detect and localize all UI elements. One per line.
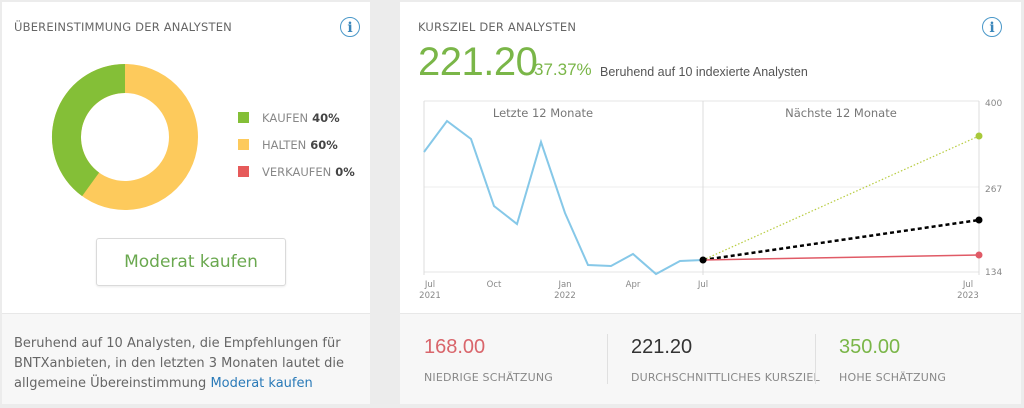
average-target-marker[interactable]	[975, 216, 983, 224]
legend-swatch-green	[238, 112, 249, 123]
average-target-line[interactable]	[702, 218, 980, 262]
average-price-target: 221.20	[418, 40, 538, 84]
low-estimate-line[interactable]	[702, 254, 980, 261]
consensus-legend: KAUFEN 40% HALTEN 60% VERKAUFEN 0%	[238, 104, 355, 185]
low-estimate-label: NIEDRIGE SCHÄTZUNG	[424, 371, 554, 384]
x-tick: Jul	[697, 280, 708, 290]
chart-grid	[423, 100, 980, 275]
average-target-value: 221.20	[631, 336, 693, 358]
info-icon[interactable]: i	[340, 17, 360, 37]
legend-pct: 0%	[335, 164, 355, 179]
low-estimate-value: 168.00	[424, 336, 486, 358]
legend-label: KAUFEN	[262, 110, 309, 125]
high-estimate-value: 350.00	[839, 336, 901, 358]
current-price-marker[interactable]	[699, 256, 707, 264]
price-target-panel: KURSZIEL DER ANALYSTEN i 221.20 37.37% B…	[400, 2, 1021, 404]
price-target-footer: 168.00 NIEDRIGE SCHÄTZUNG 221.20 DURCHSC…	[400, 313, 1021, 404]
legend-swatch-red	[238, 166, 249, 177]
upside-percent: 37.37%	[534, 60, 592, 79]
consensus-rating-button[interactable]: Moderat kaufen	[96, 238, 286, 286]
historical-price-line[interactable]	[423, 119, 704, 276]
average-target-label: DURCHSCHNITTLICHES KURSZIEL	[631, 371, 820, 384]
legend-item-kaufen: KAUFEN 40%	[238, 104, 355, 131]
y-tick-267: 267	[985, 185, 1002, 195]
x-tick: Jul	[424, 280, 435, 290]
section-label-past: Letzte 12 Monate	[493, 106, 593, 120]
legend-label: HALTEN	[262, 137, 307, 152]
analyst-count-note: Beruhend auf 10 indexierte Analysten	[600, 65, 808, 79]
x-tick: Oct	[487, 280, 502, 290]
consensus-summary-text: Beruhend auf 10 Analysten, die Empfehlun…	[14, 336, 345, 391]
legend-swatch-yellow	[238, 139, 249, 150]
high-estimate-marker[interactable]	[975, 132, 983, 140]
high-estimate-label: HOHE SCHÄTZUNG	[839, 371, 947, 384]
x-tick: Apr	[626, 280, 641, 290]
legend-pct: 40%	[312, 110, 340, 125]
consensus-title: ÜBEREINSTIMMUNG DER ANALYSTEN	[14, 20, 232, 34]
consensus-footer: Beruhend auf 10 Analysten, die Empfehlun…	[2, 313, 370, 404]
x-tick-year: 2022	[554, 291, 576, 301]
stat-divider	[815, 334, 816, 384]
analyst-consensus-panel: ÜBEREINSTIMMUNG DER ANALYSTEN i KAUFEN 4…	[2, 2, 370, 404]
x-tick-year: 2021	[419, 291, 441, 301]
y-tick-134: 134	[985, 268, 1002, 278]
x-axis-labels: Jul 2021 Oct Jan 2022 Apr Jul Jul 2023	[419, 280, 979, 301]
section-label-future: Nächste 12 Monate	[785, 106, 897, 120]
donut-segment-kaufen[interactable]	[51, 63, 125, 197]
high-estimate-line[interactable]	[702, 135, 980, 261]
x-tick: Jan	[557, 280, 571, 290]
stat-average-target: 221.20 DURCHSCHNITTLICHES KURSZIEL	[631, 336, 820, 384]
stat-low-estimate: 168.00 NIEDRIGE SCHÄTZUNG	[424, 336, 553, 384]
stat-divider	[607, 334, 608, 384]
price-target-title: KURSZIEL DER ANALYSTEN	[418, 20, 577, 34]
low-estimate-marker[interactable]	[975, 251, 983, 259]
y-tick-400: 400	[985, 99, 1002, 109]
stat-high-estimate: 350.00 HOHE SCHÄTZUNG	[839, 336, 946, 384]
x-tick-year: 2023	[957, 291, 979, 301]
legend-item-halten: HALTEN 60%	[238, 131, 355, 158]
consensus-summary: Beruhend auf 10 Analysten, die Empfehlun…	[14, 334, 354, 394]
consensus-donut-chart	[51, 63, 198, 210]
x-tick: Jul	[962, 280, 973, 290]
info-icon[interactable]: i	[982, 17, 1002, 37]
legend-label: VERKAUFEN	[262, 164, 332, 179]
consensus-rating-link[interactable]: Moderat kaufen	[210, 376, 313, 391]
price-target-chart: Letzte 12 Monate Nächste 12 Monate 400 2…	[419, 99, 1002, 301]
legend-pct: 60%	[310, 137, 338, 152]
legend-item-verkaufen: VERKAUFEN 0%	[238, 158, 355, 185]
